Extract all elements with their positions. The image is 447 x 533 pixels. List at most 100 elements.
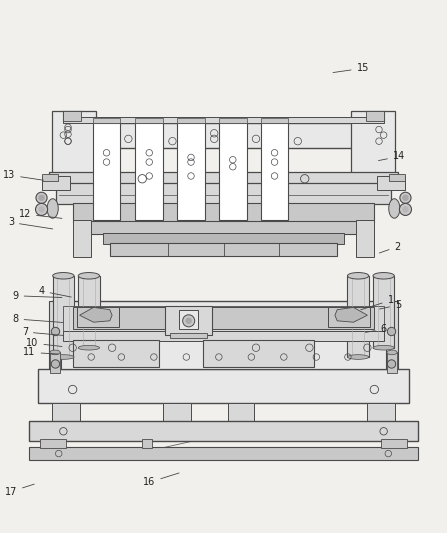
Circle shape	[38, 206, 45, 213]
Bar	[73, 220, 91, 257]
Circle shape	[36, 192, 47, 204]
Bar	[42, 174, 58, 181]
Ellipse shape	[78, 272, 100, 279]
Text: 14: 14	[379, 151, 405, 161]
Bar	[63, 123, 384, 148]
Bar	[347, 276, 369, 357]
Bar	[177, 123, 205, 220]
Polygon shape	[335, 308, 367, 322]
Circle shape	[51, 360, 59, 368]
Bar	[73, 307, 374, 329]
Bar	[163, 402, 191, 422]
Text: 11: 11	[23, 348, 58, 357]
Bar	[56, 183, 391, 204]
Text: 3: 3	[8, 217, 53, 229]
Ellipse shape	[78, 345, 100, 350]
Polygon shape	[80, 308, 112, 322]
Bar	[50, 301, 61, 369]
Text: 15: 15	[333, 63, 369, 74]
Circle shape	[400, 204, 412, 215]
Bar	[63, 306, 384, 332]
Bar	[50, 352, 60, 373]
Circle shape	[51, 327, 59, 336]
Ellipse shape	[373, 345, 394, 350]
Bar	[219, 118, 247, 123]
Circle shape	[186, 318, 192, 324]
Circle shape	[402, 195, 409, 201]
Bar	[110, 243, 337, 256]
Circle shape	[183, 315, 195, 327]
Text: 16: 16	[143, 473, 179, 487]
Text: 13: 13	[3, 170, 43, 180]
Ellipse shape	[47, 199, 58, 218]
Bar	[202, 340, 314, 367]
Bar	[93, 123, 120, 220]
Bar	[52, 340, 395, 369]
Bar	[63, 111, 81, 121]
Bar	[377, 176, 405, 190]
Ellipse shape	[50, 350, 60, 354]
Bar	[42, 176, 70, 190]
Bar	[177, 118, 205, 123]
Text: 6: 6	[366, 324, 387, 334]
Bar	[219, 123, 247, 220]
Bar	[73, 203, 374, 222]
Ellipse shape	[387, 350, 397, 354]
Bar	[356, 220, 374, 257]
Bar	[373, 276, 394, 348]
Text: 8: 8	[13, 314, 63, 324]
Bar	[170, 333, 207, 338]
Bar	[73, 340, 159, 367]
Circle shape	[402, 206, 409, 213]
Circle shape	[388, 327, 396, 336]
Bar	[29, 447, 418, 460]
Ellipse shape	[53, 272, 74, 279]
Text: 1: 1	[361, 295, 394, 310]
Bar	[142, 439, 152, 448]
Text: 5: 5	[380, 300, 401, 310]
Text: 4: 4	[38, 286, 72, 297]
Bar	[52, 111, 96, 176]
Circle shape	[400, 192, 411, 204]
Bar	[77, 308, 119, 327]
Bar	[366, 111, 384, 121]
Bar	[89, 221, 358, 234]
Bar	[328, 308, 370, 327]
Ellipse shape	[53, 354, 74, 359]
Bar	[135, 118, 163, 123]
Circle shape	[38, 195, 45, 201]
Bar	[52, 301, 395, 336]
Bar	[261, 123, 288, 220]
Text: 10: 10	[26, 338, 62, 348]
Bar	[367, 402, 395, 422]
Text: 2: 2	[380, 241, 401, 253]
Text: 9: 9	[13, 290, 62, 301]
Ellipse shape	[347, 354, 369, 359]
Bar	[40, 439, 66, 448]
Bar	[53, 276, 74, 357]
Circle shape	[35, 204, 47, 215]
Text: 12: 12	[19, 209, 62, 219]
Bar	[93, 118, 120, 123]
Circle shape	[388, 360, 396, 368]
Bar	[38, 369, 409, 403]
Text: 7: 7	[22, 327, 63, 337]
Bar	[103, 233, 344, 244]
Ellipse shape	[389, 199, 400, 218]
Bar	[381, 439, 407, 448]
Bar	[78, 276, 100, 348]
Bar	[135, 123, 163, 220]
Bar	[389, 174, 405, 181]
Bar	[165, 306, 212, 335]
Text: 17: 17	[5, 484, 34, 497]
Bar	[228, 402, 253, 422]
Bar	[261, 118, 288, 123]
Bar	[50, 172, 397, 185]
Ellipse shape	[347, 272, 369, 279]
Bar	[179, 310, 198, 329]
Bar	[387, 352, 397, 373]
Bar	[386, 301, 397, 369]
Bar	[29, 421, 418, 441]
Bar	[52, 402, 80, 422]
Bar	[63, 332, 384, 341]
